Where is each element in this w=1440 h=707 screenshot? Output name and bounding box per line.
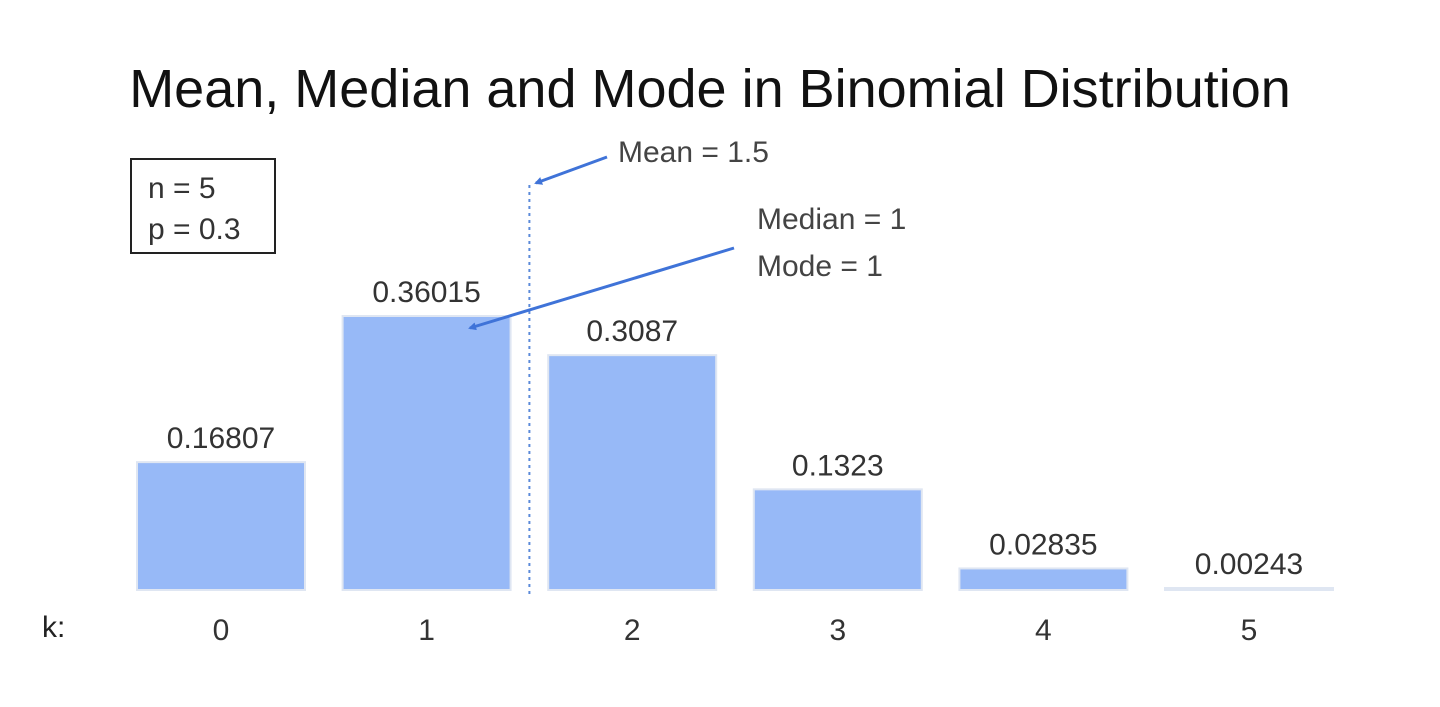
value-label: 0.16807 (167, 422, 275, 455)
bar-k-5 (1164, 587, 1334, 591)
bar-k-0 (136, 461, 306, 591)
chart-title: Mean, Median and Mode in Binomial Distri… (129, 59, 1291, 119)
median-annotation: Median = 1 (757, 203, 907, 236)
x-tick-label: 4 (1035, 614, 1052, 647)
bar-k-2 (547, 354, 718, 591)
param-p: p = 0.3 (148, 213, 241, 246)
median-mode-arrow (468, 246, 735, 331)
mean-annotation: Mean = 1.5 (618, 136, 769, 169)
x-tick-label: 2 (624, 614, 641, 647)
bar-k-3 (752, 488, 923, 591)
mean-arrow (534, 155, 608, 185)
bar-k-4 (958, 567, 1129, 591)
value-label: 0.00243 (1195, 548, 1303, 581)
x-tick-label: 3 (829, 614, 846, 647)
bar-k-1 (341, 315, 512, 591)
value-label: 0.36015 (372, 276, 480, 309)
value-label: 0.1323 (792, 449, 884, 482)
x-axis-label: k: (42, 611, 66, 644)
parameters-box: n = 5 p = 0.3 (130, 158, 276, 254)
value-label: 0.3087 (586, 315, 678, 348)
x-tick-label: 0 (213, 614, 230, 647)
x-tick-label: 1 (418, 614, 435, 647)
value-label: 0.02835 (989, 528, 1097, 561)
mode-annotation: Mode = 1 (757, 250, 883, 283)
x-tick-label: 5 (1241, 614, 1258, 647)
param-n: n = 5 (148, 172, 216, 205)
